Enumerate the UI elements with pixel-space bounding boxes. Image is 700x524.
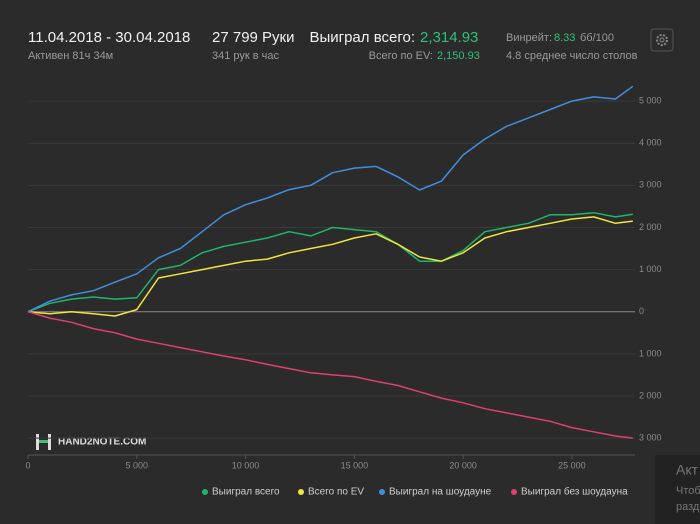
x-tick-label: 5 000 — [126, 460, 149, 470]
tables: 4.8 среднее число столов — [506, 50, 638, 62]
ev-label: Всего по EV: — [369, 50, 433, 62]
series-line — [27, 211, 633, 313]
y-tick-label: 3 000 — [639, 433, 662, 443]
hands: 27 799 Руки — [212, 29, 295, 46]
side-text: разд — [676, 501, 700, 513]
won-value: 2,314.93 — [420, 29, 478, 46]
date-range: 11.04.2018 - 30.04.2018 — [28, 29, 190, 46]
won-label: Выиграл всего: — [309, 29, 415, 46]
y-tick-label: 5 000 — [639, 95, 662, 105]
x-tick-label: 25 000 — [558, 460, 586, 470]
watermark: HAND2NOTE.COM — [58, 437, 146, 448]
winrate-label: Винрейт: — [506, 32, 552, 44]
legend-label: Выиграл без шоудауна — [521, 486, 628, 498]
x-tick-label: 10 000 — [232, 460, 260, 470]
legend-label: Выиграл всего — [212, 487, 280, 498]
series-line — [27, 310, 633, 439]
hands-per-hour: 341 рук в час — [212, 50, 280, 62]
winrate-value: 8.33 — [554, 32, 575, 44]
y-tick-label: 0 — [639, 306, 644, 316]
y-tick-label: 2 000 — [639, 390, 662, 400]
logo: HAND2NOTE.COM — [36, 434, 146, 450]
side-text: Чтоб — [676, 485, 700, 497]
ev-value: 2,150.93 — [437, 50, 480, 62]
series-line — [27, 216, 633, 317]
y-tick-label: 4 000 — [639, 138, 662, 148]
y-tick-label: 3 000 — [639, 180, 662, 190]
x-tick-label: 15 000 — [341, 460, 369, 470]
legend-label: Всего по EV — [308, 487, 364, 498]
legend-label: Выиграл на шоудауне — [389, 487, 492, 498]
active-time: Активен 81ч 34м — [28, 50, 113, 62]
y-tick-label: 1 000 — [639, 348, 662, 358]
legend-marker — [379, 489, 385, 495]
side-title: Акт — [676, 462, 699, 478]
series-line — [27, 85, 634, 313]
legend-marker — [298, 489, 304, 495]
y-tick-label: 1 000 — [639, 264, 662, 274]
x-tick-label: 0 — [25, 460, 30, 470]
settings-button[interactable] — [650, 28, 674, 52]
legend-marker — [202, 489, 208, 495]
y-tick-label: 2 000 — [639, 222, 662, 232]
side-panel — [655, 455, 700, 524]
x-tick-label: 20 000 — [449, 460, 477, 470]
legend-marker — [511, 489, 517, 495]
winrate-unit: бб/100 — [580, 32, 614, 44]
